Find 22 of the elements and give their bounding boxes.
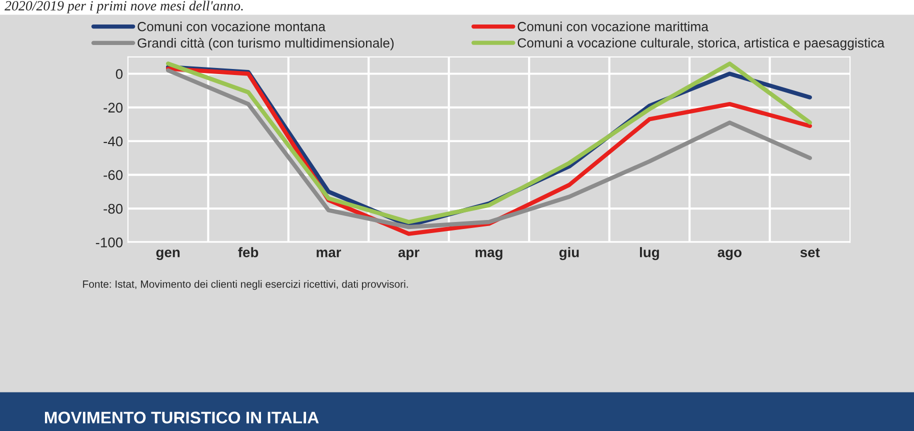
y-tick-label: -100 [96, 238, 123, 248]
y-tick-label: 0 [116, 69, 123, 79]
x-tick-label: ago [718, 250, 742, 260]
y-tick-label: -20 [104, 102, 123, 113]
x-tick-label: apr [398, 250, 420, 260]
x-tick-label: feb [238, 247, 258, 258]
x-tick-label: mar [316, 250, 342, 258]
x-tick-label: mag [476, 250, 502, 260]
legend-label: Grandi città (con turismo multidimensionale) [138, 38, 394, 50]
y-tick-label: -60 [104, 170, 123, 180]
chart-subtitle: 2020/2019 per i primi nove mesi dell'anno. [4, 0, 243, 14]
x-tick-label: set [800, 248, 820, 258]
legend-label: Comuni a vocazione culturale, storica, artistica e paesaggistica [518, 38, 885, 50]
y-tick-label: -80 [104, 204, 123, 214]
legend-label: Comuni con vocazione montana [138, 22, 326, 32]
x-tick-label: gen [156, 250, 180, 260]
x-tick-label: lug [640, 247, 659, 260]
x-tick-label: giu [559, 247, 579, 260]
text: MOVIMENTO TURISTICO IN ITALIA [44, 412, 319, 424]
source-note: Fonte: Istat, Movimento dei clienti negli esercizi ricettivi, dati provvisori. [83, 280, 408, 290]
legend-label: Comuni con vocazione marittima [518, 22, 708, 32]
y-tick-label: -40 [104, 136, 123, 146]
